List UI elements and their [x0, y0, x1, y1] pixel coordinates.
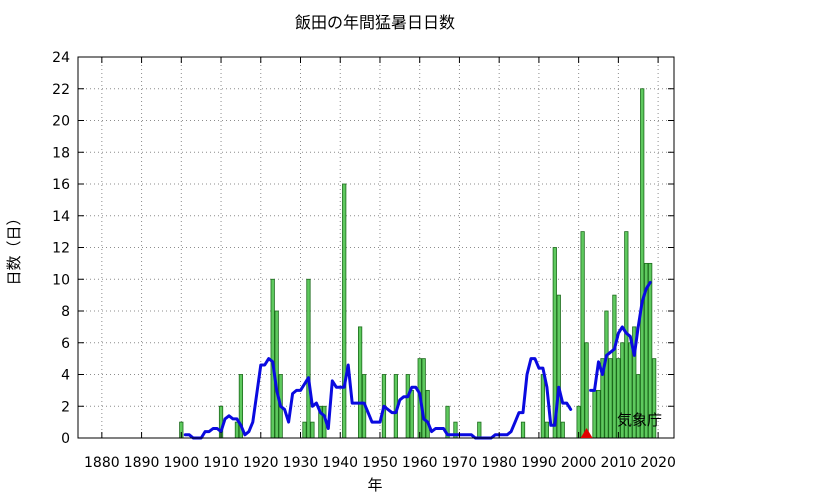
bar	[584, 342, 589, 439]
grid	[78, 57, 674, 438]
y-tick-label: 14	[52, 209, 70, 225]
bar	[234, 421, 240, 439]
bar	[270, 278, 275, 439]
bar	[580, 231, 585, 439]
bar	[604, 310, 609, 439]
bar	[405, 374, 410, 439]
bar	[357, 326, 363, 439]
y-tick-label: 18	[52, 145, 70, 161]
y-axis-title: 日数（日）	[5, 210, 23, 285]
y-tick-label: 12	[52, 241, 70, 257]
bar	[520, 421, 526, 439]
triangle-marker	[580, 428, 593, 438]
bar	[409, 389, 414, 439]
bar	[544, 421, 549, 439]
source-label: 気象庁	[617, 411, 662, 429]
y-tick-label: 20	[52, 114, 70, 130]
moving-average-line	[183, 357, 573, 440]
x-tick-label: 1930	[283, 455, 319, 471]
x-tick-label: 1900	[163, 455, 199, 471]
y-tick-label: 10	[52, 272, 70, 288]
bar	[302, 421, 307, 439]
bar	[596, 389, 601, 439]
bar	[560, 421, 565, 439]
x-axis-title: 年	[367, 476, 382, 494]
bar	[342, 183, 347, 439]
bar	[608, 358, 613, 439]
moving-average-series	[183, 280, 652, 440]
x-tick-label: 1880	[84, 455, 120, 471]
x-tick-label: 1960	[402, 455, 438, 471]
chart-title: 飯田の年間猛暑日日数	[295, 13, 455, 32]
bar-series	[179, 88, 657, 439]
bar	[612, 294, 617, 439]
y-tick-label: 0	[61, 431, 70, 447]
x-tick-label: 1890	[124, 455, 160, 471]
x-tick-label: 1920	[243, 455, 279, 471]
x-tick-label: 1970	[442, 455, 478, 471]
marker-layer	[580, 428, 593, 438]
bar	[310, 421, 315, 439]
bar	[540, 374, 545, 439]
bar	[592, 389, 597, 439]
bar	[306, 278, 311, 439]
x-tick-label: 2000	[561, 455, 597, 471]
x-tick-label: 1980	[481, 455, 517, 471]
bar	[477, 421, 482, 439]
bar	[640, 88, 645, 439]
moving-average-line	[589, 280, 652, 392]
y-tick-label: 22	[52, 82, 70, 98]
y-tick-label: 24	[52, 50, 70, 66]
y-tick-label: 16	[52, 177, 70, 193]
bar	[421, 358, 426, 439]
y-tick-label: 2	[61, 399, 70, 415]
x-tick-label: 1990	[521, 455, 557, 471]
bar	[425, 389, 430, 439]
x-tick-label: 2020	[640, 455, 676, 471]
y-tick-label: 6	[61, 336, 70, 352]
bar	[556, 294, 561, 439]
y-tick-label: 4	[61, 368, 70, 384]
x-tick-label: 2010	[601, 455, 637, 471]
x-tick-label: 1910	[203, 455, 239, 471]
x-tick-label: 1940	[322, 455, 358, 471]
y-tick-label: 8	[61, 304, 70, 320]
x-tick-label: 1950	[362, 455, 398, 471]
